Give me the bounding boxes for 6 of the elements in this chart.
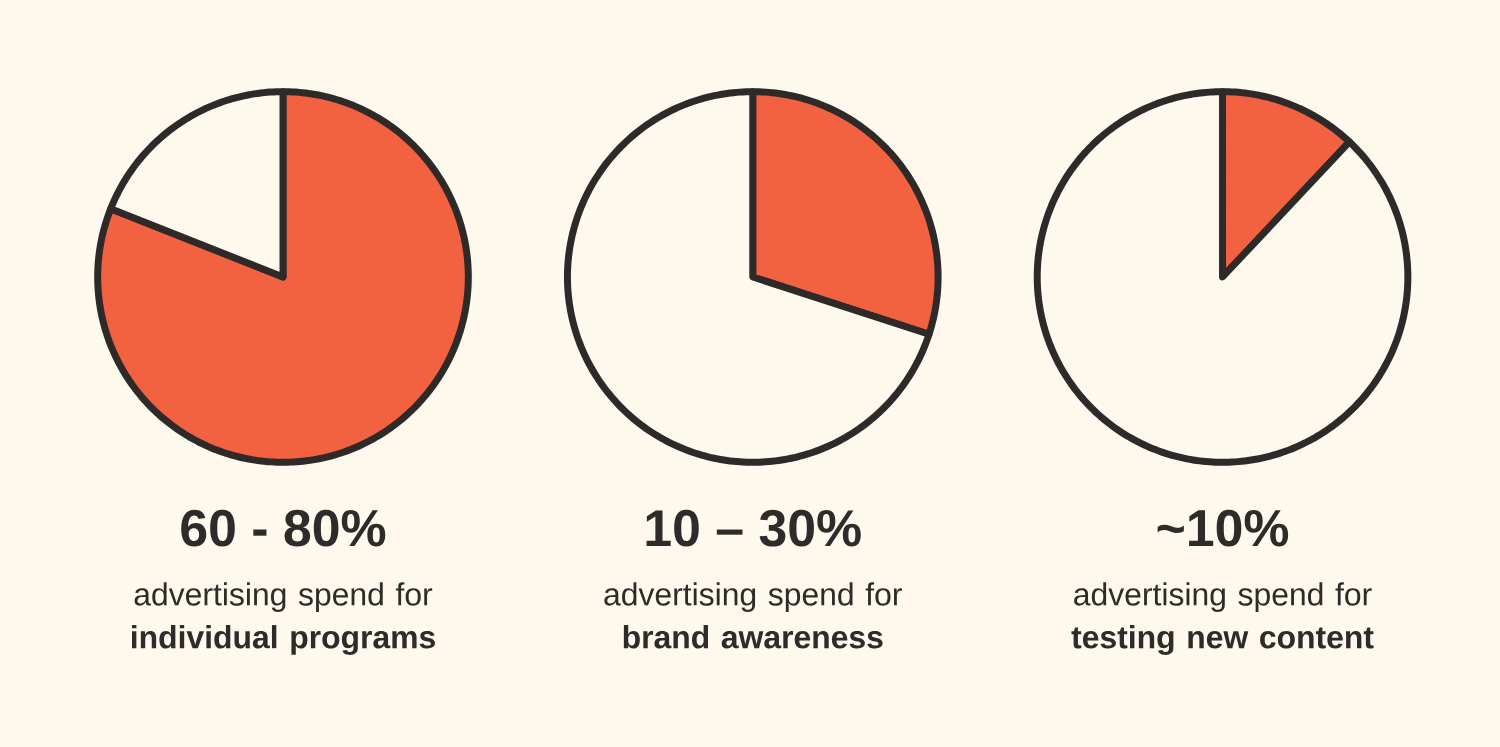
text: 10 – 30% [646, 509, 861, 547]
text: ~10% [1157, 509, 1289, 547]
text: advertising spend for individual programs [132, 582, 435, 655]
text: 60 - 80% [181, 509, 386, 547]
text: advertising spend for testing new content [1071, 582, 1374, 655]
text: advertising spend for brand awareness [604, 582, 902, 649]
